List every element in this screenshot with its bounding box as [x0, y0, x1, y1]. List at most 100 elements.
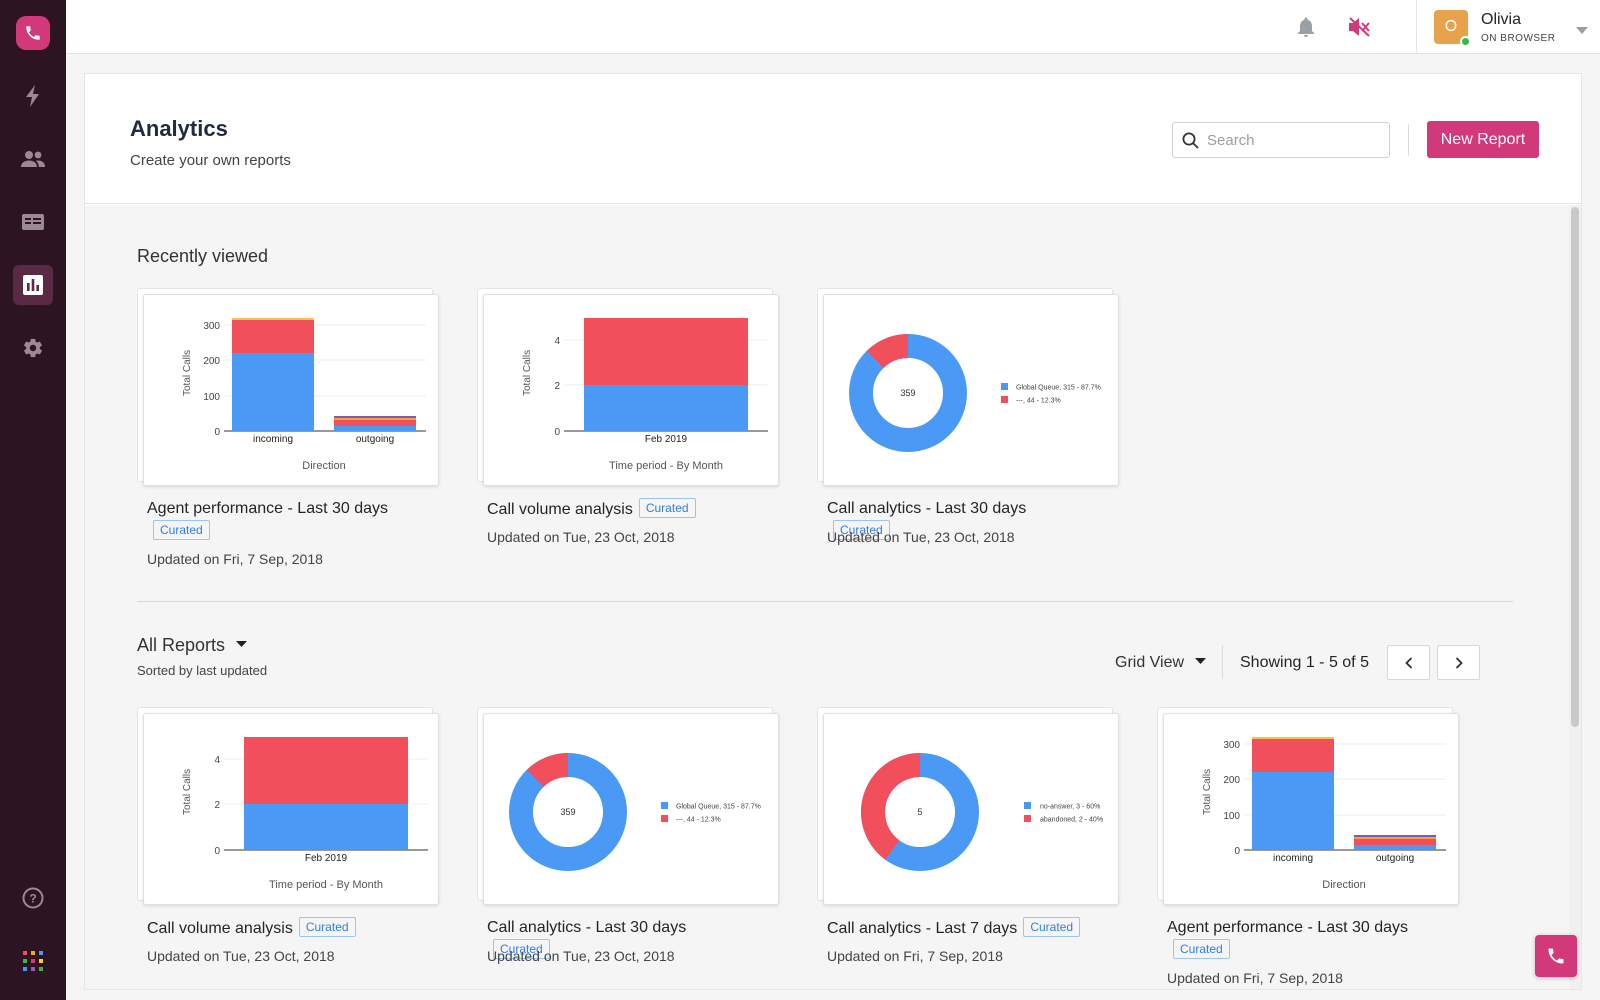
- legend-item: ---, 44 - 12.3%: [1016, 398, 1061, 405]
- content-area: Recently viewed Total Calls 300 200 100 …: [85, 205, 1581, 989]
- sidebar-item-apps[interactable]: [13, 941, 53, 981]
- notifications-button[interactable]: [1294, 15, 1318, 39]
- pagination-status: Showing 1 - 5 of 5: [1240, 654, 1369, 671]
- chart-thumbnail[interactable]: 359 Global Queue, 315 - 87.7% ---, 44 - …: [483, 713, 779, 905]
- card-title[interactable]: Call analytics - Last 30 days Curated: [487, 917, 747, 962]
- chart-thumbnail[interactable]: Total Calls 4 2 0 Feb 2019 T: [143, 713, 439, 905]
- bar-chart-icon: [23, 275, 43, 295]
- sidebar-item-help[interactable]: ?: [13, 878, 53, 918]
- y-tick: 4: [554, 336, 560, 347]
- chart-thumbnail[interactable]: Total Calls 300 200 100 0: [1163, 713, 1459, 905]
- card-title[interactable]: Agent performance - Last 30 days Curated: [147, 498, 407, 543]
- bar-incoming-red: [232, 320, 314, 353]
- card-title[interactable]: Call volume analysis Curated: [147, 917, 407, 940]
- card-title-text: Call analytics - Last 30 days: [827, 500, 1027, 517]
- y-tick: 300: [1223, 740, 1240, 751]
- card-title[interactable]: Agent performance - Last 30 days Curated: [1167, 917, 1427, 962]
- legend-item: no-answer, 3 - 60%: [1040, 804, 1100, 811]
- curated-badge: Curated: [1173, 939, 1230, 959]
- all-reports-dropdown[interactable]: All Reports: [137, 635, 248, 656]
- x-tick: outgoing: [1376, 853, 1414, 864]
- legend-item: ---, 44 - 12.3%: [676, 817, 721, 824]
- avatar-initial: O: [1444, 18, 1458, 35]
- card-updated: Updated on Fri, 7 Sep, 2018: [147, 551, 323, 567]
- curated-badge: Curated: [493, 939, 550, 959]
- y-tick: 4: [214, 755, 220, 766]
- x-tick: incoming: [1273, 853, 1313, 864]
- x-axis-label: Time period - By Month: [269, 879, 383, 891]
- app-logo[interactable]: [16, 16, 50, 50]
- card-title-text: Call analytics - Last 30 days: [487, 919, 687, 936]
- phone-dialer-button[interactable]: [1535, 935, 1577, 977]
- agent-bar-chart: Total Calls 300 200 100 0: [1202, 737, 1446, 891]
- phone-icon: [1548, 948, 1564, 964]
- app-grid-icon: [23, 951, 43, 971]
- caret-down-icon: [1194, 658, 1206, 664]
- new-report-button[interactable]: New Report: [1427, 121, 1539, 158]
- card-title[interactable]: Call analytics - Last 30 days Curated: [827, 498, 1087, 543]
- sidebar-item-contacts[interactable]: [13, 139, 53, 179]
- sidebar-item-activity[interactable]: [13, 76, 53, 116]
- card-stack: Total Calls 300 200 100 0: [137, 288, 439, 490]
- card-title-text: Call volume analysis: [147, 920, 293, 937]
- card-updated: Updated on Tue, 23 Oct, 2018: [487, 529, 675, 545]
- scrollbar[interactable]: [1571, 207, 1579, 727]
- y-tick: 0: [1234, 846, 1240, 857]
- legend-swatch: [1024, 802, 1031, 809]
- chart-thumbnail[interactable]: Total Calls 300 200 100 0: [143, 294, 439, 486]
- contact-card-icon: [22, 214, 44, 230]
- chart-thumbnail[interactable]: 5 no-answer, 3 - 60% abandoned, 2 - 40%: [823, 713, 1119, 905]
- donut-center-value: 5: [917, 807, 922, 817]
- sidebar-item-analytics[interactable]: [13, 265, 53, 305]
- view-mode-dropdown[interactable]: Grid View: [1115, 654, 1206, 672]
- bar-feb-blue: [244, 804, 408, 850]
- search-box[interactable]: [1172, 122, 1390, 158]
- chart-thumbnail[interactable]: Total Calls 4 2 0 Feb 2019 T: [483, 294, 779, 486]
- bar-outgoing-orange: [334, 418, 416, 420]
- bar-outgoing-red: [1354, 839, 1436, 845]
- y-tick: 200: [1223, 775, 1240, 786]
- donut-center-value: 359: [900, 388, 915, 398]
- mute-button[interactable]: [1348, 15, 1372, 39]
- user-name[interactable]: Olivia: [1481, 11, 1522, 28]
- chart-thumbnail[interactable]: 359 Global Queue, 315 - 87.7% ---, 44 - …: [823, 294, 1119, 486]
- card-title[interactable]: Call volume analysis Curated: [487, 498, 747, 521]
- divider: [1408, 124, 1409, 156]
- next-page-button[interactable]: [1437, 645, 1480, 680]
- card-stack: Total Calls 4 2 0 Feb 2019 T: [477, 288, 779, 490]
- sidebar-item-tickets[interactable]: [13, 202, 53, 242]
- bar-outgoing-purple: [1354, 835, 1436, 837]
- curated-badge: Curated: [153, 520, 210, 540]
- help-icon: ?: [22, 887, 44, 909]
- y-axis-label: Total Calls: [1202, 769, 1213, 815]
- bar-outgoing-blue: [334, 426, 416, 431]
- volume-bar-chart: Total Calls 4 2 0 Feb 2019 T: [522, 318, 768, 472]
- x-axis-label: Direction: [1322, 879, 1365, 891]
- volume-mute-icon: [1349, 17, 1370, 37]
- legend-item: Global Queue, 315 - 87.7%: [676, 804, 761, 811]
- card-title-text: Call analytics - Last 7 days: [827, 920, 1018, 937]
- people-icon: [21, 151, 45, 167]
- search-input[interactable]: [1207, 123, 1385, 157]
- bar-incoming-blue: [1252, 772, 1334, 850]
- card-title[interactable]: Call analytics - Last 7 days Curated: [827, 917, 1087, 940]
- prev-page-button[interactable]: [1387, 645, 1430, 680]
- sort-label: Sorted by last updated: [137, 663, 268, 678]
- bar-incoming-blue: [232, 353, 314, 431]
- y-tick: 200: [203, 356, 220, 367]
- legend-swatch: [1024, 815, 1031, 822]
- page-subtitle: Create your own reports: [130, 152, 291, 169]
- avatar[interactable]: O: [1434, 10, 1471, 47]
- y-axis-label: Total Calls: [182, 769, 193, 815]
- sidebar-item-settings[interactable]: [13, 328, 53, 368]
- legend-swatch: [661, 815, 668, 822]
- page-title: Analytics: [130, 116, 228, 141]
- card-updated: Updated on Tue, 23 Oct, 2018: [487, 948, 675, 964]
- user-status: ON BROWSER: [1481, 33, 1556, 44]
- user-menu-button[interactable]: [1576, 22, 1588, 40]
- legend-swatch: [1001, 396, 1008, 403]
- online-status-dot: [1460, 36, 1471, 47]
- y-tick: 100: [203, 392, 220, 403]
- donut-chart-30: 359 Global Queue, 315 - 87.7% ---, 44 - …: [849, 334, 1101, 452]
- x-tick: incoming: [253, 434, 293, 445]
